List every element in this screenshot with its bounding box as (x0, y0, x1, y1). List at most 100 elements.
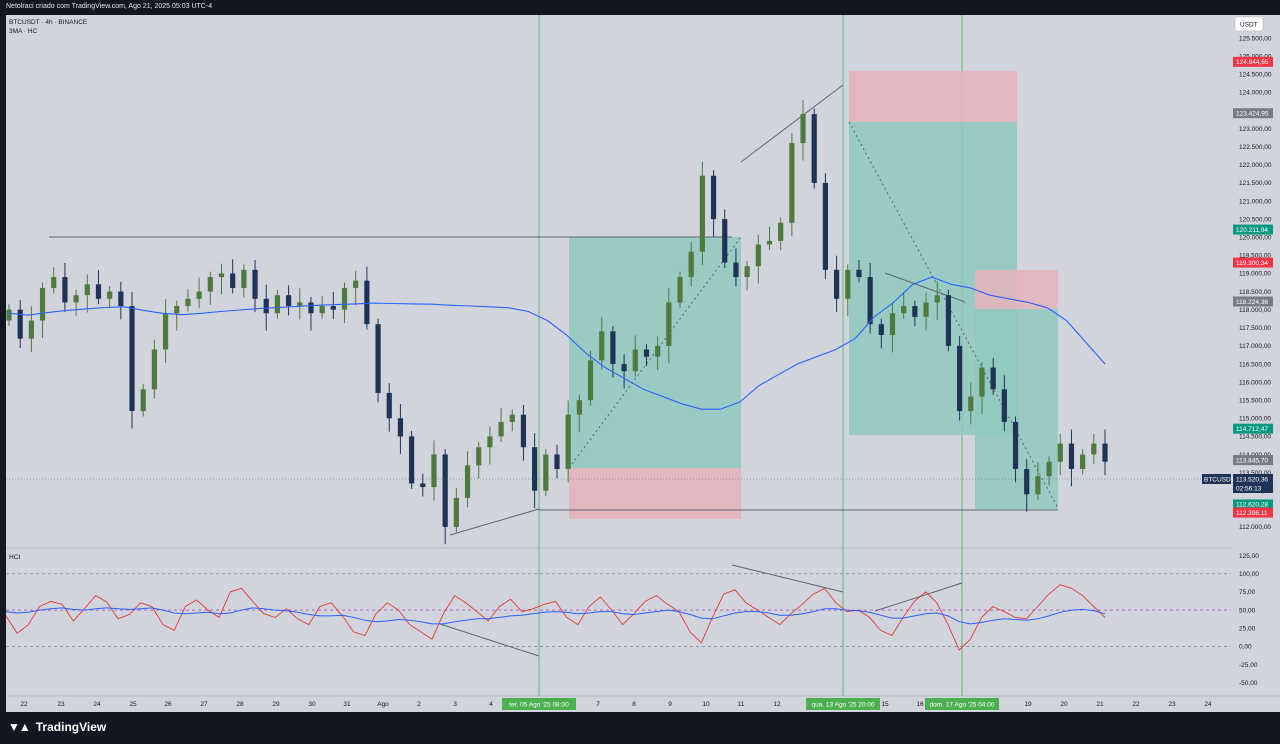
candle-body (845, 269, 851, 299)
candle-body (990, 367, 996, 390)
time-axis[interactable] (6, 696, 1280, 712)
indicator-title: 3MA · HC (9, 28, 37, 35)
time-tick: 12 (773, 701, 781, 708)
short2-target-zone[interactable] (975, 309, 1058, 509)
candle-body (39, 287, 46, 321)
candle-body (230, 273, 236, 288)
time-tick: 31 (343, 701, 351, 708)
candle-body (543, 454, 549, 491)
candle-body (274, 295, 281, 314)
hci-oscillator-line (5, 584, 1106, 651)
short-stop-zone[interactable] (849, 71, 1017, 122)
time-tick: 10 (702, 701, 710, 708)
price-tick: 115.500,00 (1239, 397, 1271, 404)
candle-body (856, 269, 862, 278)
candle-body (476, 447, 482, 466)
candle-body (833, 269, 840, 299)
time-tick: 23 (1168, 701, 1176, 708)
candle-body (1057, 443, 1063, 462)
candle-body (554, 454, 560, 469)
candle-body (699, 175, 705, 252)
tradingview-logo-icon: ▼▲ (8, 720, 31, 734)
indicator-levels (6, 573, 1231, 647)
price-tick: 119.000,00 (1239, 271, 1271, 278)
price-label-bg (1233, 56, 1273, 67)
price-label: 123.424,95 (1236, 111, 1269, 118)
current-price-value: 113.520,36 (1236, 477, 1268, 484)
price-tick: 117.500,00 (1239, 325, 1271, 332)
indicator-tick: -25,00 (1239, 662, 1258, 669)
indicator-trend-3 (874, 582, 963, 612)
trend-line-bottom (449, 508, 540, 536)
candle-body (162, 313, 169, 350)
candle-body (666, 302, 672, 346)
time-tick: 15 (881, 701, 889, 708)
indicator-tick: 25,00 (1239, 626, 1256, 633)
time-tick: 11 (738, 701, 745, 708)
candle-body (710, 175, 717, 220)
candle-body (319, 306, 325, 314)
candle-body (643, 349, 650, 357)
candle-body (1024, 468, 1030, 495)
candle-body (1068, 443, 1075, 469)
candle-body (95, 284, 102, 299)
candle-body (353, 280, 359, 288)
candle-body (1080, 454, 1086, 469)
currency-button[interactable]: USDT (1234, 16, 1264, 32)
candle-body (263, 298, 269, 314)
candle-body (341, 287, 348, 310)
candle-body (196, 291, 202, 299)
long-target-zone[interactable] (569, 237, 741, 468)
price-label: 113.845,70 (1236, 457, 1268, 464)
date-label-bg (806, 698, 880, 710)
indicator-pane[interactable] (6, 548, 1231, 696)
candle-body (912, 306, 918, 317)
candle-body (1035, 476, 1041, 495)
time-tick: 24 (93, 701, 101, 708)
hci-label: HCI (9, 554, 20, 561)
price-tick: 112.000,00 (1239, 524, 1271, 531)
candle-body (498, 421, 504, 437)
indicator-axis-ticks: 125,00 100,00 75,00 50,00 25,00 0,00 -25,00 -50… (1239, 553, 1259, 687)
price-label: 124.844,65 (1236, 59, 1269, 66)
candle-body (610, 331, 616, 364)
price-tick: 121.000,00 (1239, 198, 1272, 205)
price-tick: 124.500,00 (1239, 72, 1272, 79)
time-tick: 22 (20, 701, 28, 708)
candle-body (107, 291, 113, 299)
candle-body (968, 396, 974, 412)
time-tick: 2 (417, 701, 421, 708)
time-tick: 23 (57, 701, 65, 708)
candle-body (789, 143, 795, 223)
candle-body (375, 324, 381, 393)
time-tick: 25 (129, 701, 137, 708)
candle-body (901, 306, 907, 314)
position-zones[interactable] (569, 71, 1058, 519)
drawings[interactable] (49, 84, 1059, 657)
price-axis[interactable] (1231, 15, 1280, 696)
time-tick: Ago (377, 701, 389, 708)
date-label: qua. 13 Ago '25 20:00 (811, 702, 874, 709)
indicator-trend-2 (731, 564, 844, 593)
candle-body (1091, 443, 1097, 455)
time-tick: 22 (1132, 701, 1140, 708)
time-tick: 8 (632, 701, 636, 708)
candle-body (722, 219, 728, 263)
candle-body (979, 367, 985, 397)
brand-name: TradingView (35, 720, 107, 734)
time-tick: 4 (489, 701, 493, 708)
tradingview-brand[interactable]: ▼▲ TradingView (8, 720, 106, 734)
candle-body (800, 114, 806, 144)
time-tick: 9 (668, 701, 672, 708)
candle-body (509, 414, 515, 422)
candle-body (889, 313, 896, 335)
candle-body (923, 302, 929, 317)
short2-stop-zone[interactable] (975, 270, 1058, 309)
indicator-tick: 75,00 (1239, 589, 1256, 596)
candle-body (934, 295, 940, 303)
time-tick: 7 (596, 701, 600, 708)
indicator-tick: 125,00 (1239, 553, 1259, 560)
price-tick: 115.000,00 (1239, 416, 1271, 423)
candle-body (62, 277, 68, 303)
long-stop-zone[interactable] (569, 468, 741, 519)
